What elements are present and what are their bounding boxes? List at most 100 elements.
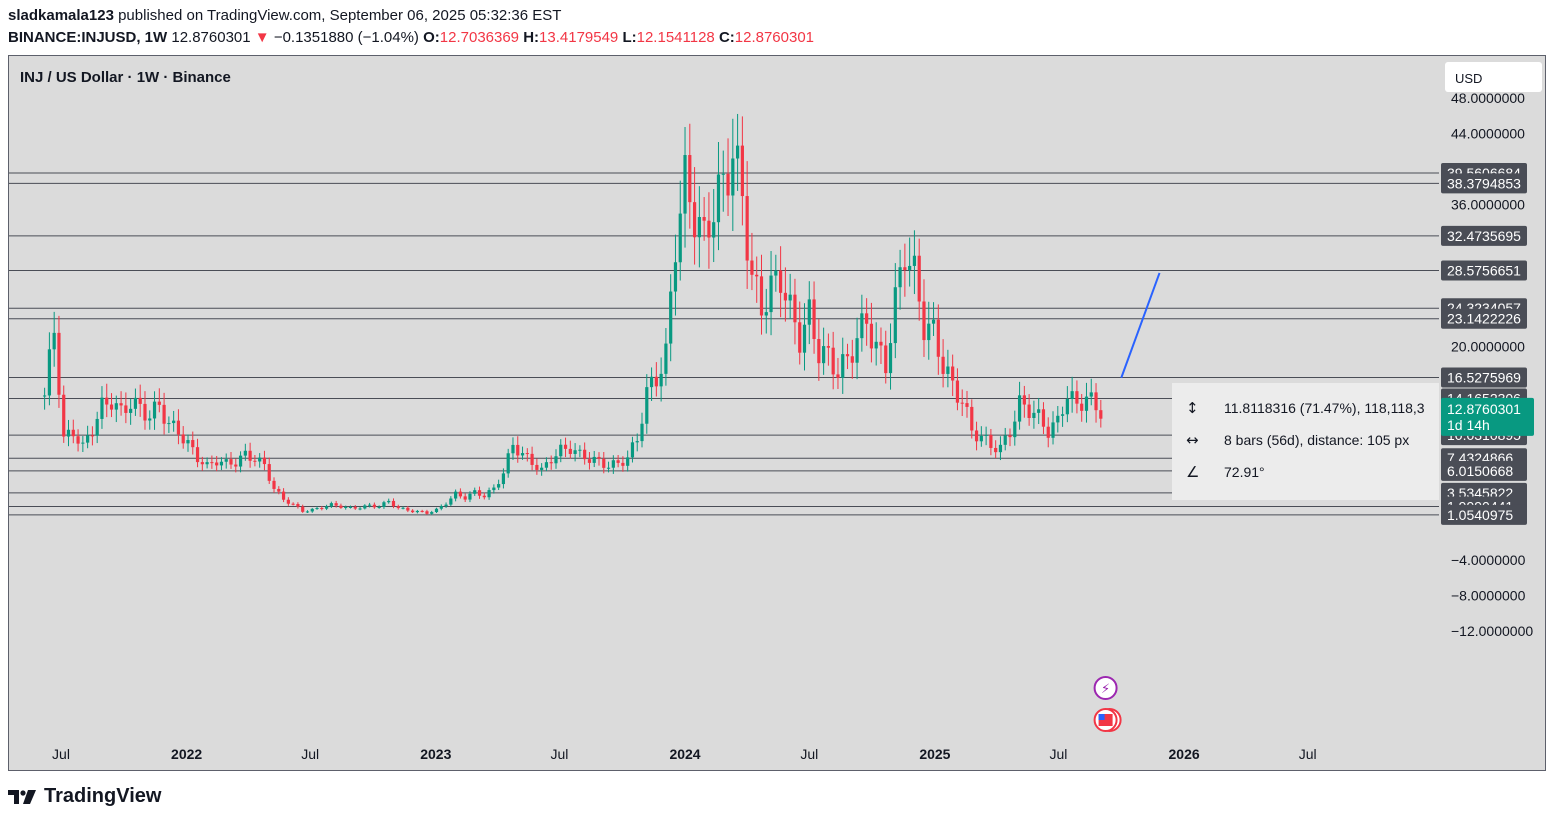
tradingview-logo-icon (8, 789, 36, 804)
candle-body-39 (229, 459, 233, 465)
high-value: 13.4179549 (539, 29, 619, 46)
candle-body-0 (43, 395, 47, 397)
candle-body-141 (716, 174, 721, 223)
measure-bars-icon: ↔ (1186, 431, 1199, 449)
candle-body-137 (697, 217, 701, 238)
candle-body-191 (955, 380, 960, 403)
price-chart[interactable]: INJ / US Dollar · 1W · Binance ↕ 11.811831… (9, 56, 1546, 771)
candle-body-40 (234, 464, 238, 467)
candle-body-169 (850, 356, 854, 363)
currency-label: USD (1455, 71, 1482, 86)
publish-line: sladkamala123 published on TradingView.c… (8, 7, 561, 24)
close-value: 12.8760301 (734, 29, 815, 46)
candle-body-18 (129, 408, 133, 413)
level-label-bg-3 (1441, 260, 1527, 281)
candle-body-32 (195, 447, 200, 463)
candle-body-159 (802, 324, 807, 353)
level-label-10: 6.0150668 (1447, 463, 1513, 479)
candle-body-92 (482, 495, 486, 498)
candle-body-205 (1022, 395, 1026, 405)
level-label-2: 32.4735695 (1447, 228, 1521, 244)
level-label-13: 1.0540975 (1447, 507, 1513, 523)
candle-body-83 (439, 506, 443, 509)
candle-body-102 (530, 453, 534, 465)
candle-body-167 (841, 354, 845, 378)
candle-body-147 (745, 196, 749, 261)
candle-body-130 (664, 343, 668, 374)
candle-body-100 (520, 453, 525, 456)
candle-body-175 (879, 341, 883, 346)
lightning-glyph-icon: ⚡ (1101, 682, 1110, 697)
candle-body-81 (430, 512, 434, 514)
y-tick-4: −4.0000000 (1451, 552, 1526, 568)
level-label-bg-6 (1441, 367, 1527, 388)
candle-body-174 (874, 341, 878, 349)
author-name[interactable]: sladkamala123 (8, 7, 114, 24)
candle-body-203 (1013, 421, 1017, 438)
candle-body-69 (372, 504, 376, 508)
candle-body-11 (95, 418, 99, 436)
candle-body-104 (540, 467, 544, 470)
candle-body-216 (1075, 391, 1079, 404)
candle-body-201 (1003, 435, 1007, 445)
candle-body-35 (210, 462, 214, 464)
candle-body-59 (324, 506, 329, 509)
candle-body-220 (1094, 392, 1098, 411)
candle-body-64 (348, 506, 353, 508)
candle-body-66 (358, 508, 362, 510)
candle-body-173 (869, 323, 874, 349)
chart-title: INJ / US Dollar · 1W · Binance (20, 69, 231, 86)
candle-body-189 (946, 366, 950, 374)
candle-body-119 (611, 460, 615, 468)
candle-body-19 (133, 397, 138, 409)
measure-price-text: 11.8118316 (71.47%), 118,118,3 (1224, 400, 1425, 416)
candle-body-31 (191, 440, 195, 448)
chart-frame[interactable]: INJ / US Dollar · 1W · Binance ↕ 11.811831… (8, 55, 1546, 771)
candle-body-97 (506, 453, 510, 474)
candle-body-33 (200, 462, 204, 465)
level-label-bg-10 (1441, 460, 1527, 481)
candle-body-108 (559, 444, 563, 457)
candle-body-16 (119, 403, 123, 406)
candle-body-95 (497, 484, 501, 488)
x-tick-1: 2022 (171, 746, 202, 762)
x-tick-10: Jul (1299, 746, 1317, 762)
candle-body-182 (912, 255, 917, 266)
candle-body-106 (549, 462, 553, 464)
candle-body-218 (1084, 396, 1089, 411)
x-tick-4: Jul (550, 746, 568, 762)
candle-body-143 (726, 173, 730, 196)
level-label-5: 23.1422226 (1447, 311, 1521, 327)
candle-body-196 (979, 435, 983, 442)
currency-button[interactable]: USD (1445, 62, 1542, 92)
x-tick-6: Jul (800, 746, 818, 762)
candle-body-46 (262, 457, 267, 465)
candle-body-73 (391, 500, 396, 507)
candle-body-89 (468, 493, 472, 500)
candle-body-151 (764, 312, 768, 316)
low-value: 12.1541128 (636, 29, 715, 46)
price-change: −0.1351880 (−1.04%) (273, 29, 419, 46)
candle-body-199 (994, 447, 998, 453)
tradingview-footer[interactable]: TradingView (8, 785, 161, 808)
candle-body-23 (152, 401, 157, 419)
us-flag-canton-icon (1098, 714, 1105, 720)
level-label-1: 38.3794853 (1447, 175, 1521, 191)
level-label-bg-5 (1441, 308, 1527, 329)
candle-body-163 (822, 346, 826, 364)
candle-body-194 (970, 406, 974, 431)
candle-body-3 (57, 332, 61, 395)
candle-body-185 (927, 323, 931, 341)
candle-body-42 (243, 450, 247, 456)
candle-body-105 (544, 462, 549, 468)
candle-body-22 (148, 418, 152, 421)
candle-body-6 (71, 429, 75, 437)
candle-body-129 (659, 373, 663, 387)
candle-body-213 (1060, 414, 1065, 416)
candle-body-202 (1008, 435, 1012, 438)
candle-body-80 (425, 511, 429, 514)
candle-body-132 (673, 262, 678, 292)
candle-body-187 (936, 319, 940, 357)
candle-body-156 (788, 294, 792, 301)
candle-body-107 (554, 456, 558, 464)
